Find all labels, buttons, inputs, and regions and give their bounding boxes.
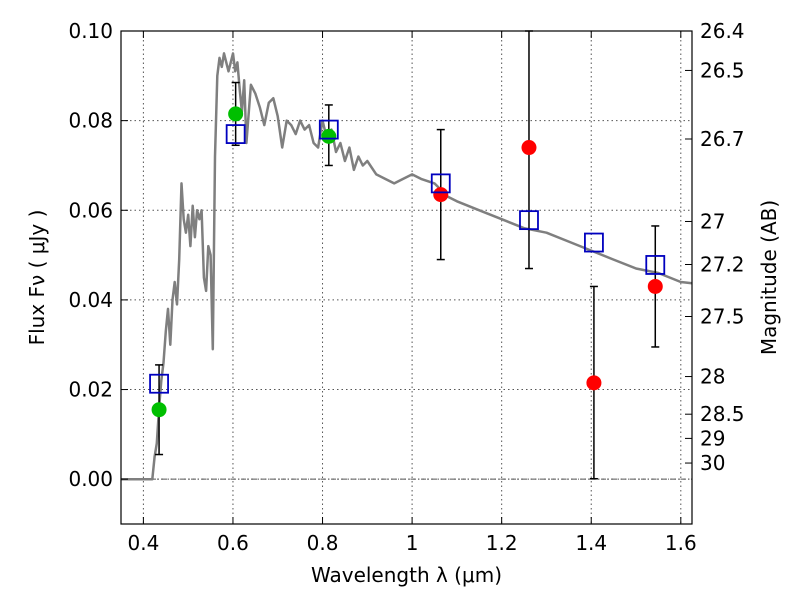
y2-tick-label: 29 bbox=[700, 426, 725, 450]
x-tick-label: 0.8 bbox=[307, 531, 339, 555]
y2-tick-label: 28 bbox=[700, 365, 725, 389]
data-points bbox=[149, 106, 666, 418]
y-tick-label: 0.08 bbox=[68, 109, 113, 133]
y2-tick-label: 30 bbox=[700, 451, 725, 475]
x-tick-label: 1 bbox=[406, 531, 419, 555]
axis-ticks: 0.4 0.6 0.8 1 1.2 1.4 1.6 0.00 0.02 0.04 0.06 0.08 0… bbox=[68, 19, 744, 555]
blue-square-point bbox=[225, 124, 246, 144]
red-point bbox=[521, 140, 537, 156]
x-tick-label: 1.6 bbox=[665, 531, 697, 555]
green-point bbox=[228, 106, 244, 122]
y2-tick-label: 27.2 bbox=[700, 253, 745, 277]
blue-square-point bbox=[318, 119, 339, 140]
green-point bbox=[321, 128, 337, 144]
y-tick-label: 0.06 bbox=[68, 198, 113, 222]
red-point bbox=[586, 375, 602, 391]
y2-tick-label: 26.4 bbox=[700, 19, 745, 43]
red-point bbox=[647, 278, 663, 294]
blue-square-point bbox=[584, 232, 604, 253]
model-spectrum-line bbox=[121, 52, 693, 481]
y2-tick-label: 27.5 bbox=[700, 304, 745, 328]
y2-tick-label: 28.5 bbox=[700, 402, 745, 426]
x-tick-label: 1.2 bbox=[486, 531, 518, 555]
blue-square-point bbox=[149, 373, 169, 394]
x-tick-label: 0.6 bbox=[217, 531, 249, 555]
y2-tick-label: 26.7 bbox=[700, 127, 745, 151]
blue-square-point bbox=[519, 210, 539, 231]
y-axis-title: Flux Fν ( μJy ) bbox=[25, 210, 49, 346]
y-tick-label: 0.02 bbox=[68, 378, 113, 402]
green-point bbox=[151, 402, 167, 418]
red-point bbox=[433, 187, 449, 203]
y2-tick-label: 27 bbox=[700, 209, 725, 233]
y-tick-label: 0.10 bbox=[68, 19, 113, 43]
model-spectrum-layer bbox=[121, 52, 693, 481]
y-tick-label: 0.04 bbox=[68, 288, 113, 312]
x-tick-label: 1.4 bbox=[575, 531, 607, 555]
x-tick-label: 0.4 bbox=[127, 531, 159, 555]
blue-square-point bbox=[430, 173, 451, 194]
y2-axis-title: Magnitude (AB) bbox=[757, 200, 781, 355]
x-axis-title: Wavelength λ (μm) bbox=[311, 563, 502, 587]
plot-frame bbox=[120, 30, 693, 525]
y2-tick-label: 26.5 bbox=[700, 58, 745, 82]
y-tick-label: 0.00 bbox=[68, 467, 113, 491]
blue-square-point bbox=[645, 255, 666, 275]
